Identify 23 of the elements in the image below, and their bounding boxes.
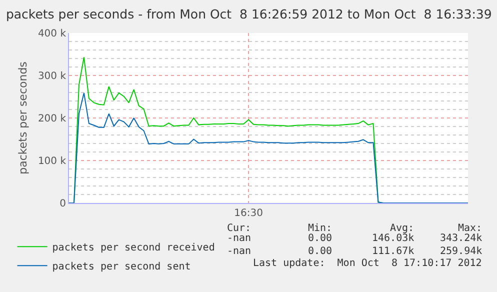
y-axis-title: packets per seconds bbox=[16, 61, 30, 174]
text: -nan bbox=[227, 233, 252, 244]
text: -nan bbox=[227, 246, 252, 257]
text: Avg: bbox=[390, 223, 414, 234]
text: 0.00 bbox=[308, 233, 332, 244]
y-tick-label: 100 k bbox=[38, 156, 66, 167]
chart-title: packets per seconds - from Mon Oct 8 16:26:59 2012 to Mon Oct 8 16:33:39 bbox=[6, 6, 492, 22]
y-tick-label: 200 k bbox=[38, 114, 66, 124]
y-tick-label: 400 k bbox=[38, 28, 66, 40]
text: Min: bbox=[308, 223, 332, 234]
text: Cur: bbox=[227, 223, 252, 234]
y-tick-label: 0 bbox=[60, 198, 66, 210]
text: 0.00 bbox=[308, 246, 332, 257]
text: 343.24k bbox=[440, 233, 482, 244]
x-tick-label: 16:30 bbox=[234, 208, 263, 219]
text: 111.67k bbox=[372, 246, 414, 257]
legend-label: packets per second sent bbox=[52, 262, 191, 273]
text: 259.94k bbox=[440, 246, 482, 257]
legend-label: packets per second received bbox=[52, 242, 215, 254]
text: 146.03k bbox=[372, 233, 414, 244]
text: Last update: Mon Oct 8 17:10:17 2012 bbox=[253, 258, 482, 269]
text: Max: bbox=[458, 223, 482, 234]
y-tick-label: 300 k bbox=[38, 71, 66, 82]
